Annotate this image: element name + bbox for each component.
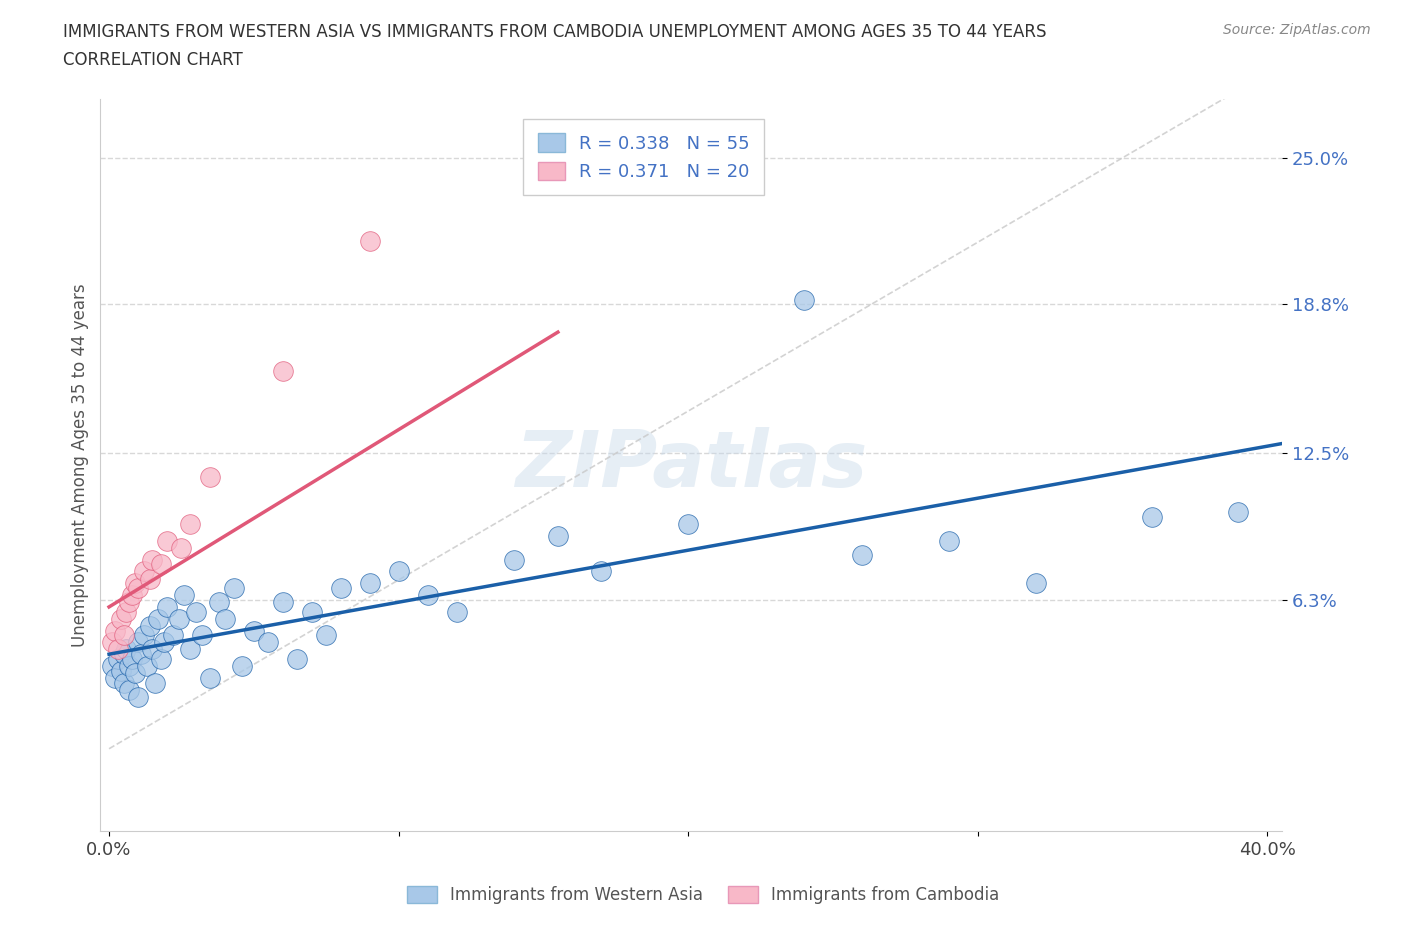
Point [101, 658, 124, 673]
Point [124, 666, 146, 681]
Point [150, 652, 173, 667]
Point [184, 604, 207, 619]
Point [162, 628, 184, 643]
Point [547, 528, 569, 543]
Point [110, 611, 132, 626]
Point [101, 635, 124, 650]
Point [190, 628, 212, 643]
Point [150, 557, 173, 572]
Point [851, 548, 873, 563]
Point [167, 611, 190, 626]
Point [112, 675, 135, 690]
Point [301, 604, 323, 619]
Point [388, 564, 411, 578]
Point [138, 618, 160, 633]
Point [110, 663, 132, 678]
Point [132, 628, 155, 643]
Point [793, 292, 815, 307]
Point [315, 628, 337, 643]
Point [938, 533, 960, 548]
Point [359, 576, 381, 591]
Point [107, 642, 129, 657]
Point [200, 470, 222, 485]
Point [121, 588, 143, 603]
Point [271, 363, 294, 378]
Legend: Immigrants from Western Asia, Immigrants from Cambodia: Immigrants from Western Asia, Immigrants… [399, 879, 1007, 910]
Point [359, 233, 381, 248]
Point [124, 576, 146, 591]
Point [271, 595, 294, 610]
Point [121, 652, 143, 667]
Point [127, 580, 149, 595]
Point [115, 604, 138, 619]
Point [231, 658, 253, 673]
Point [200, 671, 222, 685]
Point [285, 652, 308, 667]
Point [104, 623, 127, 638]
Point [329, 580, 352, 595]
Point [214, 611, 236, 626]
Point [208, 595, 231, 610]
Point [129, 646, 152, 661]
Point [115, 642, 138, 657]
Point [107, 652, 129, 667]
Point [503, 552, 526, 567]
Point [179, 517, 201, 532]
Point [112, 628, 135, 643]
Point [118, 595, 141, 610]
Point [156, 600, 179, 615]
Point [257, 635, 280, 650]
Point [153, 635, 176, 650]
Point [118, 683, 141, 698]
Point [132, 564, 155, 578]
Point [145, 675, 167, 690]
Point [170, 540, 193, 555]
Point [179, 642, 201, 657]
Point [148, 611, 170, 626]
Point [141, 552, 163, 567]
Text: ZIPatlas: ZIPatlas [515, 427, 868, 503]
Point [127, 689, 149, 704]
Point [135, 658, 157, 673]
Point [141, 642, 163, 657]
Legend: R = 0.338   N = 55, R = 0.371   N = 20: R = 0.338 N = 55, R = 0.371 N = 20 [523, 119, 765, 195]
Text: Source: ZipAtlas.com: Source: ZipAtlas.com [1223, 23, 1371, 37]
Y-axis label: Unemployment Among Ages 35 to 44 years: Unemployment Among Ages 35 to 44 years [72, 284, 89, 647]
Point [1227, 505, 1250, 520]
Point [1025, 576, 1047, 591]
Point [446, 604, 468, 619]
Text: CORRELATION CHART: CORRELATION CHART [63, 51, 243, 69]
Point [112, 646, 135, 661]
Point [173, 588, 195, 603]
Point [416, 588, 439, 603]
Text: IMMIGRANTS FROM WESTERN ASIA VS IMMIGRANTS FROM CAMBODIA UNEMPLOYMENT AMONG AGES: IMMIGRANTS FROM WESTERN ASIA VS IMMIGRAN… [63, 23, 1047, 41]
Point [591, 564, 613, 578]
Point [138, 571, 160, 586]
Point [676, 517, 699, 532]
Point [1140, 510, 1163, 525]
Point [243, 623, 266, 638]
Point [156, 533, 179, 548]
Point [222, 580, 245, 595]
Point [118, 658, 141, 673]
Point [127, 635, 149, 650]
Point [104, 671, 127, 685]
